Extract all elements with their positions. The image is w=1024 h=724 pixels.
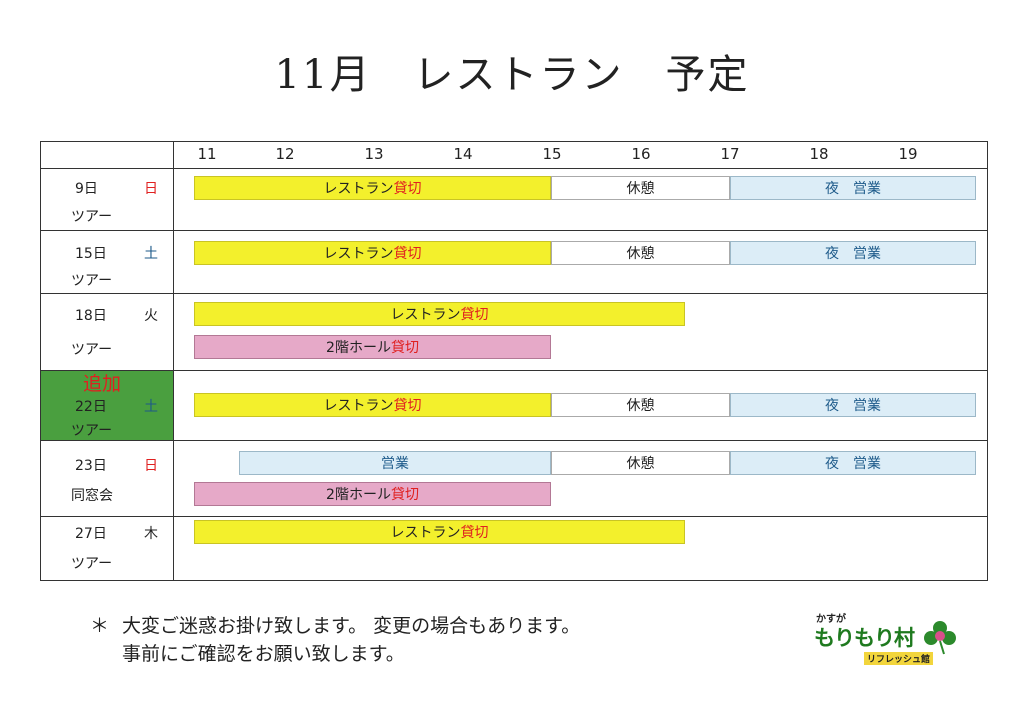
divider <box>41 370 987 371</box>
hour-label: 15 <box>542 145 562 163</box>
schedule-table: 11 12 13 14 15 16 17 18 19 9日 日 ツアー レストラ… <box>40 141 988 581</box>
added-row-highlight <box>41 370 173 440</box>
schedule-bar: 休憩 <box>551 241 730 265</box>
day-label: 23日 <box>75 458 107 474</box>
weekday-label: 日 <box>144 181 158 197</box>
group-label: ツアー <box>71 342 113 358</box>
note-line: 大変ご迷惑お掛け致します。 変更の場合もあります。 <box>122 615 581 637</box>
weekday-label: 木 <box>144 526 158 542</box>
schedule-bar: 営業 <box>239 451 551 475</box>
weekday-label: 土 <box>144 246 158 262</box>
divider <box>41 168 987 169</box>
day-label: 22日 <box>75 399 107 415</box>
divider <box>41 230 987 231</box>
divider <box>41 293 987 294</box>
day-label: 15日 <box>75 246 107 262</box>
weekday-label: 日 <box>144 458 158 474</box>
note-line: 事前にご確認をお願い致します。 <box>122 643 405 665</box>
schedule-bar: レストラン 貸切 <box>194 241 551 265</box>
day-label: 18日 <box>75 308 107 324</box>
footer-note: ＊ 大変ご迷惑お掛け致します。 変更の場合もあります。 事前にご確認をお願い致し… <box>90 612 580 668</box>
group-label: 同窓会 <box>71 488 113 504</box>
schedule-bar: 夜 営業 <box>730 393 976 417</box>
day-label: 27日 <box>75 526 107 542</box>
hour-label: 18 <box>809 145 829 163</box>
schedule-bar: 休憩 <box>551 451 730 475</box>
hour-label: 17 <box>720 145 740 163</box>
schedule-bar: レストラン 貸切 <box>194 393 551 417</box>
schedule-bar: 夜 営業 <box>730 176 976 200</box>
hour-label: 16 <box>631 145 651 163</box>
schedule-bar: 夜 営業 <box>730 241 976 265</box>
divider <box>173 142 174 580</box>
group-label: ツアー <box>71 423 113 439</box>
clover-icon <box>924 621 956 655</box>
hour-label: 12 <box>275 145 295 163</box>
group-label: ツアー <box>71 556 113 572</box>
schedule-bar: 2階ホール 貸切 <box>194 482 551 506</box>
schedule-bar: レストラン 貸切 <box>194 176 551 200</box>
hour-label: 11 <box>197 145 217 163</box>
schedule-bar: レストラン 貸切 <box>194 302 685 326</box>
divider <box>41 516 987 517</box>
divider <box>41 440 987 441</box>
schedule-bar: 休憩 <box>551 393 730 417</box>
day-label: 9日 <box>75 181 98 197</box>
brand-logo: かすが もりもり村 リフレッシュ館 <box>812 610 962 672</box>
weekday-label: 土 <box>144 399 158 415</box>
hour-label: 19 <box>898 145 918 163</box>
page-title: 11月 レストラン 予定 <box>274 52 750 98</box>
schedule-bar: 2階ホール 貸切 <box>194 335 551 359</box>
group-label: ツアー <box>71 209 113 225</box>
group-label: ツアー <box>71 273 113 289</box>
hour-label: 14 <box>453 145 473 163</box>
schedule-bar: 休憩 <box>551 176 730 200</box>
schedule-bar: 夜 営業 <box>730 451 976 475</box>
hour-label: 13 <box>364 145 384 163</box>
weekday-label: 火 <box>144 308 158 324</box>
schedule-bar: レストラン 貸切 <box>194 520 685 544</box>
asterisk: ＊ <box>90 615 110 637</box>
